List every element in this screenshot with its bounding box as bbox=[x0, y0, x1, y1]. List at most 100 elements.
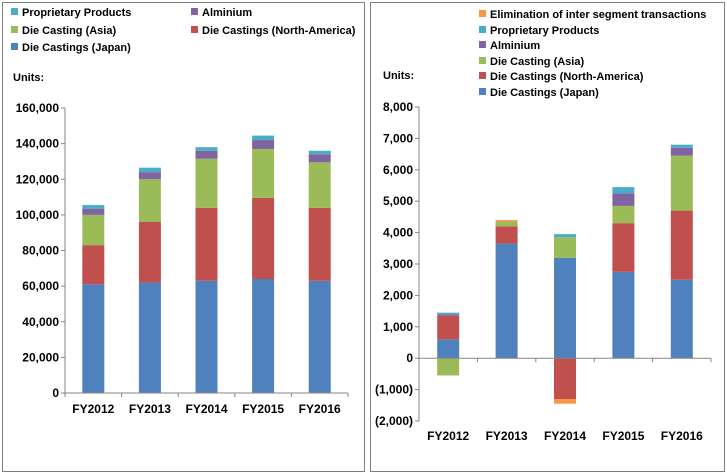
left-y-tick-label: 40,000 bbox=[22, 315, 59, 329]
left-y-tick-label: 20,000 bbox=[22, 350, 59, 364]
left-y-tick-label: 140,000 bbox=[16, 137, 60, 151]
left-y-tick-label: 80,000 bbox=[22, 244, 59, 258]
right-bar-die-castings-north-america-fy2012 bbox=[437, 315, 460, 340]
left-bar-die-castings-japan-fy2014 bbox=[195, 280, 218, 393]
left-y-tick-label: 100,000 bbox=[16, 208, 60, 222]
right-bar-die-castings-japan-fy2014 bbox=[554, 257, 576, 359]
left-bar-die-casting-asia-fy2015 bbox=[252, 148, 275, 198]
left-y-tick-label: 120,000 bbox=[16, 172, 60, 186]
left-legend-swatch-proprietary-products bbox=[11, 8, 18, 15]
right-bar-die-castings-north-america-fy2016 bbox=[670, 210, 693, 280]
right-y-tick-label: 2,000 bbox=[383, 288, 413, 302]
right-legend-swatch-alminium bbox=[479, 41, 486, 48]
right-y-tick-label: 0 bbox=[406, 351, 413, 365]
right-units-label: Units: bbox=[383, 70, 414, 82]
right-chart-svg: Elimination of inter segment transaction… bbox=[375, 9, 712, 443]
right-y-tick-label: 3,000 bbox=[383, 257, 413, 271]
left-bar-proprietary-products-fy2013 bbox=[138, 167, 161, 173]
left-legend-label-die-casting-asia: Die Casting (Asia) bbox=[22, 25, 116, 37]
left-bar-die-castings-japan-fy2016 bbox=[308, 280, 331, 393]
right-bar-elimination-of-inter-segment-transactions-fy2014 bbox=[554, 399, 576, 404]
left-x-tick-label-fy2013: FY2013 bbox=[129, 402, 171, 416]
right-legend-swatch-die-castings-north-america bbox=[479, 72, 486, 79]
left-x-tick-label-fy2014: FY2014 bbox=[185, 402, 227, 416]
left-bar-alminium-fy2013 bbox=[138, 172, 161, 180]
right-bar-alminium-fy2012 bbox=[437, 314, 460, 316]
left-bar-die-castings-north-america-fy2014 bbox=[195, 207, 218, 281]
right-legend-label-proprietary-products: Proprietary Products bbox=[490, 25, 599, 37]
right-bar-die-castings-north-america-fy2014 bbox=[554, 358, 576, 400]
left-bar-die-casting-asia-fy2014 bbox=[195, 158, 218, 208]
right-bar-proprietary-products-fy2014 bbox=[554, 234, 576, 238]
left-bar-alminium-fy2016 bbox=[308, 154, 331, 163]
right-x-tick-label-fy2014: FY2014 bbox=[544, 429, 586, 443]
left-x-tick-label-fy2012: FY2012 bbox=[72, 402, 114, 416]
right-legend-label-alminium: Alminium bbox=[490, 40, 540, 52]
right-bar-proprietary-products-fy2012 bbox=[437, 312, 460, 315]
right-legend-swatch-elimination-of-inter-segment-transactions bbox=[479, 10, 486, 17]
left-bar-die-castings-north-america-fy2016 bbox=[308, 207, 331, 281]
left-y-tick-label: 0 bbox=[52, 386, 59, 400]
left-bar-die-castings-japan-fy2015 bbox=[252, 279, 275, 393]
left-chart-svg: Proprietary Products Alminium Die Casting … bbox=[11, 7, 356, 416]
right-legend-label-die-castings-japan: Die Castings (Japan) bbox=[490, 87, 599, 99]
right-y-tick-label: (1,000) bbox=[375, 383, 413, 397]
left-units-label: Units: bbox=[13, 72, 44, 84]
right-legend-label-elimination-of-inter-segment-transactions: Elimination of inter segment transaction… bbox=[490, 9, 706, 21]
right-chart-panel: Elimination of inter segment transaction… bbox=[370, 2, 725, 472]
right-y-tick-label: (2,000) bbox=[375, 414, 413, 428]
right-bar-alminium-fy2016 bbox=[670, 147, 693, 156]
right-legend-swatch-die-castings-japan bbox=[479, 88, 486, 95]
left-bar-die-castings-japan-fy2013 bbox=[138, 282, 161, 393]
right-bar-die-casting-asia-fy2014 bbox=[554, 237, 576, 258]
left-bar-die-castings-north-america-fy2015 bbox=[252, 197, 275, 279]
right-x-tick-label-fy2016: FY2016 bbox=[661, 429, 703, 443]
left-chart-panel: Proprietary Products Alminium Die Casting … bbox=[2, 2, 365, 472]
left-bar-die-castings-north-america-fy2012 bbox=[82, 245, 105, 285]
right-y-tick-label: 1,000 bbox=[383, 320, 413, 334]
right-x-tick-label-fy2012: FY2012 bbox=[427, 429, 469, 443]
left-bar-die-castings-north-america-fy2013 bbox=[138, 222, 161, 283]
left-x-tick-label-fy2015: FY2015 bbox=[242, 402, 284, 416]
left-bar-proprietary-products-fy2016 bbox=[308, 150, 331, 155]
left-bar-die-casting-asia-fy2016 bbox=[308, 162, 331, 208]
right-x-tick-label-fy2013: FY2013 bbox=[486, 429, 528, 443]
right-bar-alminium-fy2015 bbox=[612, 193, 635, 206]
right-bar-die-castings-japan-fy2015 bbox=[612, 271, 635, 359]
right-bar-die-casting-asia-fy2013 bbox=[495, 221, 518, 227]
right-bar-die-castings-japan-fy2016 bbox=[670, 279, 693, 359]
left-legend-swatch-alminium bbox=[191, 8, 198, 15]
left-legend-swatch-die-casting-asia bbox=[11, 26, 18, 33]
right-bar-proprietary-products-fy2015 bbox=[612, 187, 635, 194]
left-bar-proprietary-products-fy2014 bbox=[195, 147, 218, 151]
left-legend-label-die-castings-north-america: Die Castings (North-America) bbox=[202, 25, 356, 37]
right-bar-die-casting-asia-fy2012 bbox=[437, 358, 460, 376]
left-bar-proprietary-products-fy2012 bbox=[82, 205, 105, 209]
right-y-tick-label: 6,000 bbox=[383, 163, 413, 177]
right-y-tick-label: 5,000 bbox=[383, 194, 413, 208]
left-bar-proprietary-products-fy2015 bbox=[252, 135, 275, 141]
right-y-tick-label: 8,000 bbox=[383, 100, 413, 114]
right-bar-die-casting-asia-fy2016 bbox=[670, 155, 693, 211]
left-bar-alminium-fy2014 bbox=[195, 150, 218, 159]
left-legend-label-proprietary-products: Proprietary Products bbox=[22, 7, 131, 19]
right-bar-proprietary-products-fy2016 bbox=[670, 144, 693, 148]
left-legend-swatch-die-castings-japan bbox=[11, 43, 18, 50]
right-bar-die-castings-japan-fy2013 bbox=[495, 243, 518, 359]
right-legend-label-die-castings-north-america: Die Castings (North-America) bbox=[490, 71, 644, 83]
right-bar-die-casting-asia-fy2015 bbox=[612, 205, 635, 224]
left-bar-die-casting-asia-fy2012 bbox=[82, 214, 105, 246]
right-y-tick-label: 7,000 bbox=[383, 131, 413, 145]
right-x-tick-label-fy2015: FY2015 bbox=[602, 429, 644, 443]
right-y-tick-label: 4,000 bbox=[383, 226, 413, 240]
left-bar-die-casting-asia-fy2013 bbox=[138, 179, 161, 222]
right-bar-die-castings-japan-fy2012 bbox=[437, 339, 460, 359]
left-y-tick-label: 160,000 bbox=[16, 101, 60, 115]
left-legend-label-die-castings-japan: Die Castings (Japan) bbox=[22, 42, 131, 54]
left-bar-alminium-fy2015 bbox=[252, 140, 275, 149]
left-y-tick-label: 60,000 bbox=[22, 279, 59, 293]
right-legend-swatch-proprietary-products bbox=[479, 26, 486, 33]
left-bar-die-castings-japan-fy2012 bbox=[82, 284, 105, 393]
right-legend-label-die-casting-asia: Die Casting (Asia) bbox=[490, 56, 584, 68]
right-bar-elimination-of-inter-segment-transactions-fy2013 bbox=[495, 220, 518, 222]
